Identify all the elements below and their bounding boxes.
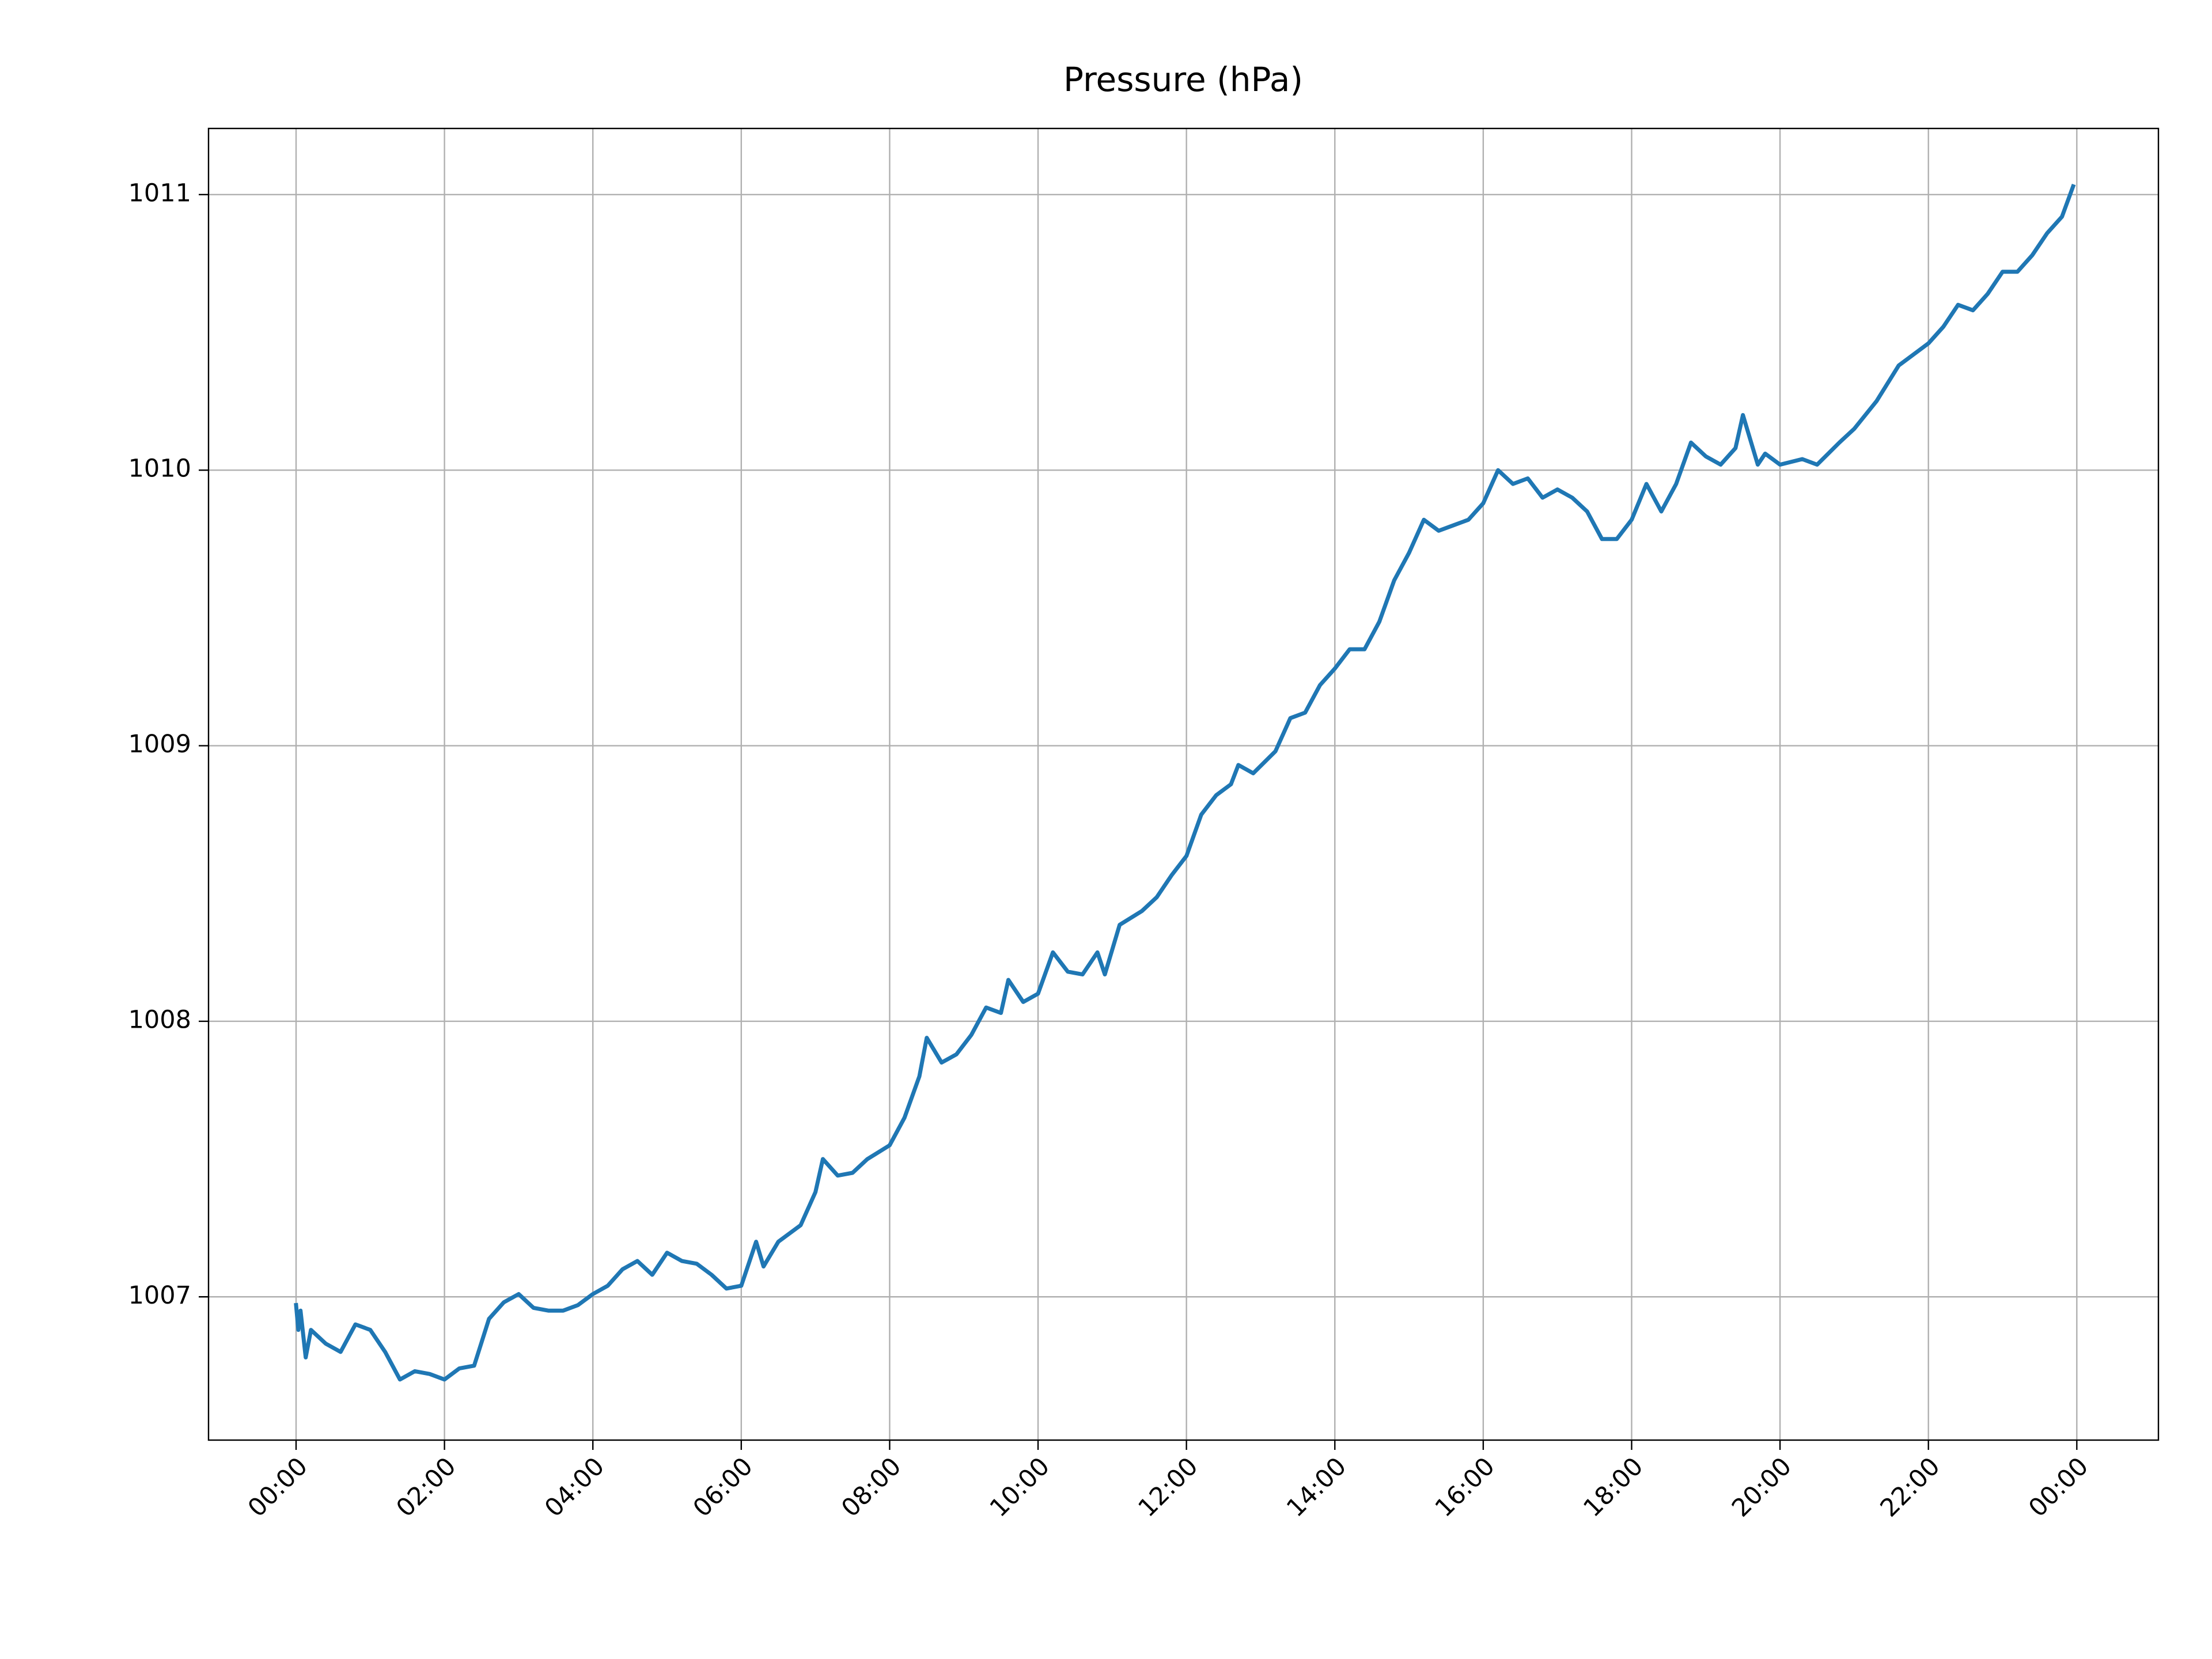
y-tick-label: 1010 [128,454,191,483]
y-tick-label: 1011 [128,179,191,207]
chart-title: Pressure (hPa) [1063,60,1303,99]
data-line [294,184,2076,1382]
y-tick-label: 1007 [128,1281,191,1310]
plot-frame [207,127,2160,1441]
y-tick-label: 1008 [128,1005,191,1034]
y-tick-label: 1009 [128,730,191,759]
